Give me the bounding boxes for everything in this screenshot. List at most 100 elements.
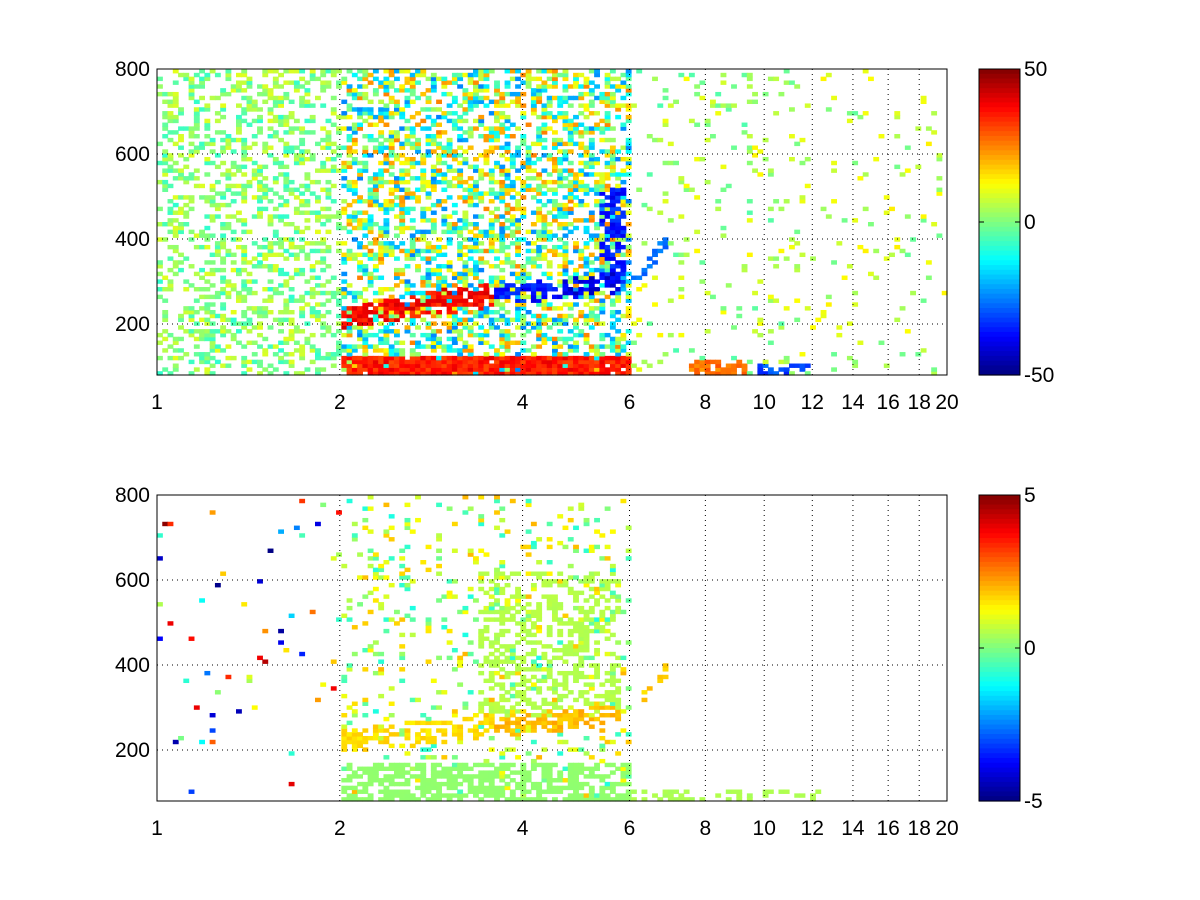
heatmap-cell <box>478 628 485 634</box>
colorbar-step <box>979 131 1020 137</box>
heatmap-cell <box>188 359 195 365</box>
colorbar-step <box>979 159 1020 166</box>
heatmap-cell <box>420 735 427 741</box>
heatmap-cell <box>625 88 632 93</box>
heatmap-cell <box>562 613 569 618</box>
heatmap-cell <box>467 355 474 361</box>
heatmap-cell <box>367 214 374 219</box>
heatmap-cell <box>530 352 537 357</box>
heatmap-cell <box>257 313 263 319</box>
heatmap-cell <box>288 179 295 185</box>
heatmap-cell <box>557 99 564 105</box>
heatmap-cell <box>436 371 442 376</box>
heatmap-cell <box>367 302 374 307</box>
heatmap-cell <box>499 667 506 672</box>
heatmap-cell <box>436 336 442 342</box>
heatmap-cell <box>262 88 269 93</box>
heatmap-cell <box>204 371 211 376</box>
heatmap-cell <box>520 267 527 273</box>
heatmap-cell <box>214 267 221 273</box>
heatmap-cell <box>415 359 421 365</box>
heatmap-cell <box>810 325 816 330</box>
heatmap-cell <box>383 145 390 150</box>
heatmap-cell <box>488 367 495 372</box>
heatmap-cell <box>251 99 258 105</box>
heatmap-cell <box>415 122 421 127</box>
heatmap-cell <box>720 306 727 311</box>
heatmap-cell <box>509 732 516 737</box>
heatmap-cell <box>573 183 579 189</box>
heatmap-cell <box>588 233 595 238</box>
heatmap-cell <box>409 141 416 147</box>
heatmap-cell <box>230 88 237 93</box>
colorbar-step <box>979 217 1020 223</box>
heatmap-cell <box>388 556 395 561</box>
heatmap-cell <box>341 344 348 349</box>
heatmap-cell <box>315 275 321 280</box>
heatmap-cell <box>214 244 221 250</box>
heatmap-cell <box>383 84 390 89</box>
heatmap-cell <box>362 145 369 150</box>
heatmap-cell <box>625 107 632 112</box>
heatmap-cell <box>536 785 543 791</box>
heatmap-cell <box>536 172 543 177</box>
heatmap-cell <box>394 176 400 181</box>
heatmap-cell <box>267 279 274 284</box>
heatmap-cell <box>220 302 227 307</box>
heatmap-cell <box>451 594 458 599</box>
heatmap-cell <box>446 313 453 319</box>
heatmap-cell <box>209 371 216 376</box>
heatmap-cell <box>504 713 511 718</box>
heatmap-cell <box>267 294 274 300</box>
heatmap-cell <box>520 797 527 802</box>
heatmap-cell <box>199 80 205 85</box>
heatmap-cell <box>604 114 611 120</box>
heatmap-cell <box>536 793 543 798</box>
heatmap-cell <box>530 797 537 802</box>
heatmap-cell <box>446 141 453 147</box>
heatmap-cell <box>478 229 485 235</box>
heatmap-cell <box>446 229 453 235</box>
heatmap-cell <box>388 114 395 120</box>
heatmap-cell <box>357 244 363 250</box>
colorbar-step <box>979 360 1020 367</box>
heatmap-cell <box>383 628 390 634</box>
heatmap-cell <box>362 766 369 771</box>
heatmap-cell <box>409 290 416 296</box>
heatmap-cell <box>341 260 348 265</box>
heatmap-cell <box>473 183 479 189</box>
heatmap-cell <box>499 244 506 250</box>
heatmap-cell <box>241 199 248 204</box>
heatmap-cell <box>257 118 263 124</box>
heatmap-cell <box>552 248 558 254</box>
heatmap-cell <box>583 103 590 108</box>
heatmap-cell <box>462 651 469 657</box>
y-tick-label: 400 <box>115 228 150 251</box>
heatmap-cell <box>283 306 290 311</box>
heatmap-cell <box>499 279 506 284</box>
heatmap-cell <box>483 137 490 143</box>
heatmap-cell <box>467 325 474 330</box>
heatmap-cell <box>351 521 358 527</box>
heatmap-cell <box>299 348 306 353</box>
heatmap-cell <box>430 183 437 189</box>
heatmap-cell <box>494 359 500 365</box>
heatmap-cell <box>467 363 474 368</box>
heatmap-cell <box>562 248 569 254</box>
heatmap-cell <box>399 651 406 657</box>
heatmap-cell <box>383 91 390 97</box>
heatmap-cell <box>278 628 284 634</box>
heatmap-cell <box>409 797 416 802</box>
heatmap-cell <box>372 732 379 737</box>
heatmap-cell <box>451 271 458 277</box>
heatmap-cell <box>483 701 490 706</box>
heatmap-cell <box>546 229 553 235</box>
heatmap-cell <box>425 621 432 626</box>
heatmap-cell <box>741 267 748 273</box>
heatmap-cell <box>188 153 195 158</box>
heatmap-cell <box>604 122 611 127</box>
heatmap-cell <box>604 222 611 227</box>
heatmap-cell <box>157 206 163 212</box>
heatmap-cell <box>425 95 432 101</box>
heatmap-cell <box>457 256 464 261</box>
